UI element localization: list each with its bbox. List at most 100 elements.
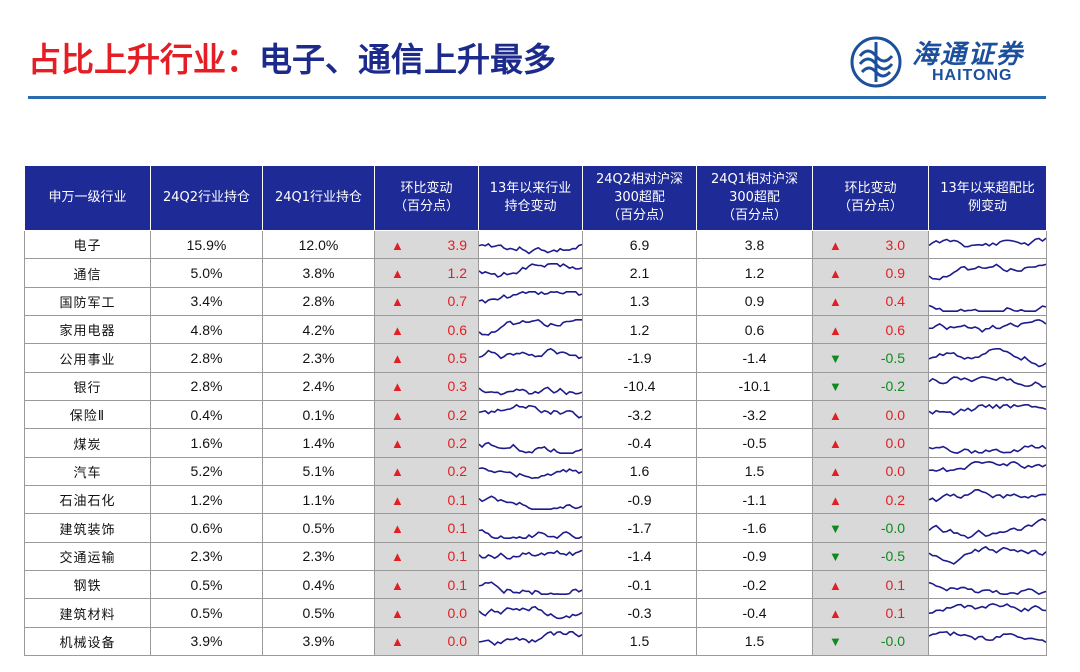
q1-overweight: -1.1	[696, 485, 813, 515]
triangle-up-icon: ▲	[391, 266, 404, 282]
overweight-change: ▲ 0.0	[812, 456, 929, 487]
overweight-trend-chart	[929, 458, 1046, 485]
industry-name: 保险Ⅱ	[24, 400, 151, 430]
sparkline-path	[479, 244, 582, 254]
holding-trend-chart	[479, 486, 582, 513]
holding-trend-sparkline	[478, 315, 583, 345]
holding-change: ▲ 0.6	[374, 315, 479, 345]
sparkline-path	[479, 442, 582, 453]
sparkline-path	[479, 348, 582, 357]
industry-name: 交通运输	[24, 541, 151, 572]
overweight-change: ▲ 0.1	[812, 598, 929, 628]
industry-name: 公用事业	[24, 343, 151, 373]
industry-name: 汽车	[24, 456, 151, 487]
overweight-trend-chart	[929, 373, 1046, 400]
q2-holding: 2.8%	[150, 371, 263, 402]
overweight-change: ▲ 0.0	[812, 400, 929, 430]
header-col-q1-holding: 24Q1行业持仓	[262, 165, 375, 231]
change-value: 0.0	[447, 633, 467, 650]
q1-overweight: 0.6	[696, 315, 813, 345]
change-value: 3.9	[447, 236, 467, 253]
triangle-up-icon: ▲	[391, 549, 404, 565]
industry-name: 家用电器	[24, 315, 151, 345]
q1-holding: 12.0%	[262, 229, 375, 260]
change-value: 0.1	[447, 576, 467, 593]
holding-trend-chart	[479, 515, 582, 542]
change-value: 0.1	[885, 576, 905, 593]
holding-trend-chart	[479, 316, 582, 343]
change-value: 0.1	[447, 520, 467, 537]
sparkline-path	[929, 490, 1046, 501]
holding-change: ▲ 0.2	[374, 428, 479, 458]
q2-holding: 0.5%	[150, 570, 263, 600]
q1-overweight: -1.6	[696, 513, 813, 543]
header-col-industry: 申万一级行业	[24, 165, 151, 231]
industry-name: 钢铁	[24, 570, 151, 600]
q2-overweight: 2.1	[582, 258, 697, 288]
q2-overweight: -1.7	[582, 513, 697, 543]
q2-overweight: -0.9	[582, 485, 697, 515]
holding-change: ▲ 0.2	[374, 400, 479, 430]
overweight-trend-sparkline	[928, 598, 1047, 628]
overweight-trend-sparkline	[928, 626, 1047, 657]
change-value: 0.1	[447, 491, 467, 508]
q2-overweight: -1.9	[582, 343, 697, 373]
triangle-up-icon: ▲	[829, 237, 842, 253]
q2-overweight: -0.3	[582, 598, 697, 628]
sparkline-path	[929, 462, 1046, 471]
q1-overweight: -0.5	[696, 428, 813, 458]
change-value: 0.2	[885, 491, 905, 508]
q2-overweight: -0.1	[582, 570, 697, 600]
triangle-up-icon: ▲	[391, 492, 404, 508]
q1-holding: 2.3%	[262, 541, 375, 572]
triangle-up-icon: ▲	[829, 322, 842, 338]
sparkline-path	[479, 263, 582, 276]
change-value: 0.0	[885, 435, 905, 452]
triangle-up-icon: ▲	[391, 577, 404, 593]
sparkline-path	[479, 583, 582, 595]
holding-trend-sparkline	[478, 286, 583, 317]
change-value: 0.2	[447, 406, 467, 423]
q2-holding: 1.2%	[150, 485, 263, 515]
sparkline-path	[929, 518, 1046, 537]
overweight-trend-chart	[929, 600, 1046, 627]
q2-holding: 5.2%	[150, 456, 263, 487]
holding-change: ▲ 1.2	[374, 258, 479, 288]
holding-trend-sparkline	[478, 570, 583, 600]
q2-holding: 15.9%	[150, 229, 263, 260]
triangle-up-icon: ▲	[391, 436, 404, 452]
sparkline-path	[479, 606, 582, 618]
triangle-up-icon: ▲	[391, 464, 404, 480]
sparkline-path	[479, 387, 582, 394]
triangle-up-icon: ▲	[391, 379, 404, 395]
holding-trend-sparkline	[478, 598, 583, 628]
holding-trend-sparkline	[478, 400, 583, 430]
change-value: 0.2	[447, 435, 467, 452]
sparkline-path	[929, 377, 1046, 387]
change-value: 0.3	[447, 378, 467, 395]
sparkline-path	[929, 305, 1046, 311]
holding-trend-chart	[479, 231, 582, 258]
triangle-up-icon: ▲	[829, 492, 842, 508]
table-row: 钢铁 0.5% 0.4% ▲ 0.1 -0.1 -0.2 ▲ 0.1	[24, 570, 1047, 600]
triangle-down-icon: ▼	[829, 351, 842, 367]
overweight-trend-chart	[929, 543, 1046, 570]
industry-name: 石油石化	[24, 485, 151, 515]
holding-change: ▲ 0.7	[374, 286, 479, 317]
q2-holding: 0.4%	[150, 400, 263, 430]
overweight-trend-chart	[929, 345, 1046, 372]
triangle-up-icon: ▲	[829, 464, 842, 480]
q1-holding: 0.4%	[262, 570, 375, 600]
header-col-overweight-change: 环比变动 （百分点）	[812, 165, 929, 231]
change-value: 0.5	[447, 350, 467, 367]
haitong-logo: 海通证券 HAITONG	[850, 30, 1050, 90]
header-col-overweight-trend: 13年以来超配比 例变动	[928, 165, 1047, 231]
sparkline-path	[479, 632, 582, 645]
overweight-trend-chart	[929, 486, 1046, 513]
holding-change: ▲ 0.1	[374, 513, 479, 543]
header-col-q1-overweight: 24Q1相对沪深 300超配 （百分点）	[696, 165, 813, 231]
triangle-down-icon: ▼	[829, 379, 842, 395]
triangle-up-icon: ▲	[829, 407, 842, 423]
q2-overweight: -3.2	[582, 400, 697, 430]
holding-trend-chart	[479, 373, 582, 400]
